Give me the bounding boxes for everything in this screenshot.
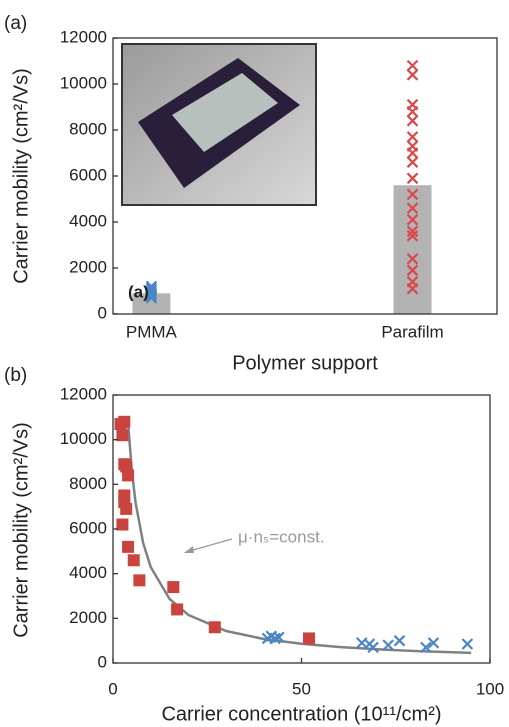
marker bbox=[120, 503, 132, 515]
marker bbox=[408, 148, 418, 158]
marker bbox=[408, 70, 418, 80]
x-tick-label: PMMA bbox=[126, 322, 178, 341]
y-tick-label: 8000 bbox=[69, 119, 107, 138]
marker bbox=[395, 636, 405, 646]
y-tick-label: 12000 bbox=[60, 384, 107, 403]
x-tick-label: 50 bbox=[292, 679, 311, 698]
y-tick-label: 0 bbox=[98, 303, 107, 322]
marker bbox=[408, 157, 418, 167]
y-tick-label: 4000 bbox=[69, 211, 107, 230]
marker bbox=[408, 107, 418, 117]
inset-photo bbox=[122, 44, 316, 205]
marker bbox=[167, 581, 179, 593]
marker bbox=[133, 574, 145, 586]
marker bbox=[209, 621, 221, 633]
x-axis-label: Polymer support bbox=[232, 352, 378, 374]
marker bbox=[118, 416, 130, 428]
y-tick-label: 6000 bbox=[69, 165, 107, 184]
annotation: μ·nₛ=const. bbox=[238, 527, 325, 546]
annotation-arrowhead bbox=[184, 546, 194, 553]
y-tick-label: 10000 bbox=[60, 73, 107, 92]
y-tick-label: 2000 bbox=[69, 257, 107, 276]
inset-label: (a) bbox=[128, 282, 149, 301]
marker bbox=[122, 469, 134, 481]
marker bbox=[116, 429, 128, 441]
marker bbox=[408, 61, 418, 71]
marker bbox=[368, 642, 378, 652]
marker bbox=[116, 519, 128, 531]
x-tick-label: 0 bbox=[108, 679, 117, 698]
y-tick-label: 2000 bbox=[69, 608, 107, 627]
panel-label: (b) bbox=[4, 365, 27, 386]
y-axis-label: Carrier mobility (cm²/Vs) bbox=[10, 68, 32, 284]
panel-label: (a) bbox=[4, 13, 27, 34]
bar bbox=[394, 185, 432, 314]
y-tick-label: 0 bbox=[98, 652, 107, 671]
marker bbox=[462, 639, 472, 649]
y-tick-label: 8000 bbox=[69, 474, 107, 493]
x-tick-label: Parafilm bbox=[381, 322, 443, 341]
y-tick-label: 12000 bbox=[60, 27, 107, 46]
y-tick-label: 6000 bbox=[69, 518, 107, 537]
marker bbox=[408, 116, 418, 126]
marker bbox=[408, 132, 418, 142]
marker bbox=[408, 173, 418, 183]
x-tick-label: 100 bbox=[476, 679, 504, 698]
x-axis-label: Carrier concentration (10¹¹/cm²) bbox=[161, 703, 441, 725]
y-tick-label: 4000 bbox=[69, 563, 107, 582]
marker bbox=[128, 554, 140, 566]
marker bbox=[303, 632, 315, 644]
marker bbox=[171, 603, 183, 615]
figure: PMMAParafilm(a)0200040006000800010000120… bbox=[0, 0, 509, 727]
y-axis-label: Carrier mobility (cm²/Vs) bbox=[10, 422, 32, 638]
marker bbox=[122, 541, 134, 553]
y-tick-label: 10000 bbox=[60, 429, 107, 448]
